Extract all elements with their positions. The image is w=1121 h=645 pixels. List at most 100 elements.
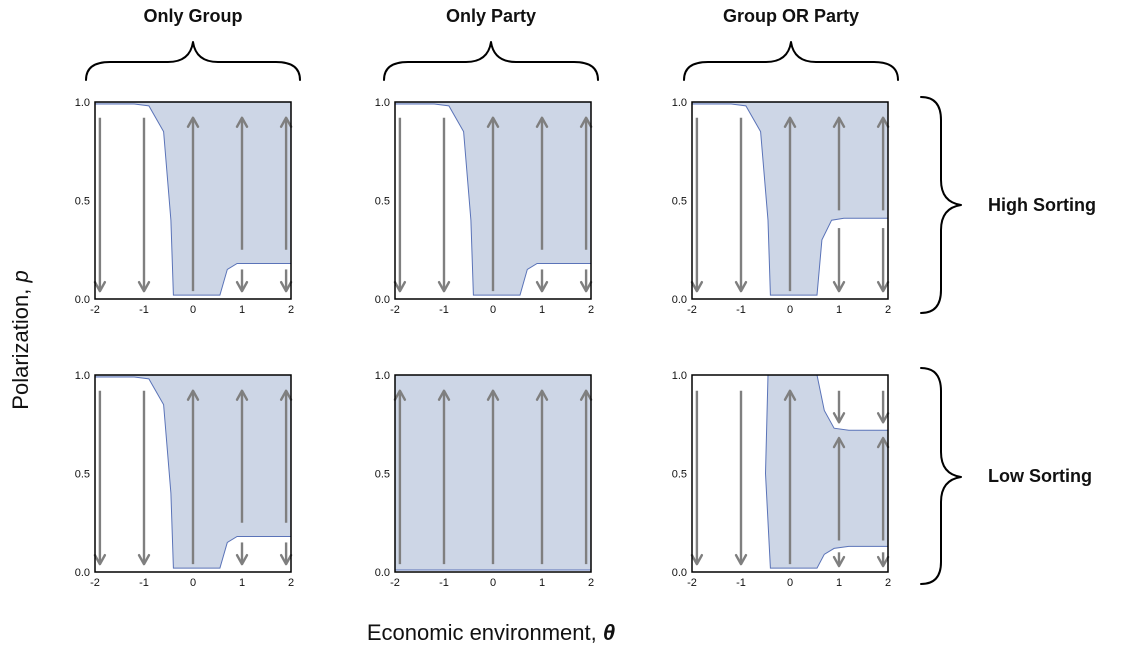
x-tick-label: 1 [539, 304, 545, 316]
flow-arrow [486, 116, 500, 292]
flow-arrow [93, 117, 107, 293]
y-tick-label: 1.0 [672, 97, 687, 109]
flow-arrow [137, 117, 151, 293]
row-label-high-sorting: High Sorting [988, 195, 1096, 215]
flow-arrow [186, 116, 200, 292]
flow-arrow [876, 228, 890, 293]
plot-frame [691, 101, 889, 300]
x-tick-label: 0 [490, 577, 496, 589]
flow-arrow [876, 436, 890, 541]
brace-only-group [85, 41, 301, 81]
flow-arrow [137, 390, 151, 566]
y-tick-label: 0.0 [672, 294, 687, 306]
y-tick-label: 0.5 [375, 196, 390, 208]
flow-arrow [235, 116, 249, 250]
column-headers: Only Group Only Party Group OR Party [144, 6, 860, 26]
flow-arrow [235, 269, 249, 293]
flow-arrow [690, 117, 704, 293]
y-tick-label: 0.0 [375, 294, 390, 306]
brace-high-sorting [920, 96, 962, 314]
column-header-only-group: Only Group [144, 6, 243, 26]
panel-only-party-low-sorting: -2 -1 0 1 2 0.0 0.5 1.0 [375, 370, 594, 589]
x-tick-label: 0 [490, 304, 496, 316]
y-tick-label: 1.0 [75, 97, 90, 109]
x-tick-label: -1 [736, 304, 746, 316]
panel-group-or-party-low-sorting: -2 -1 0 1 2 0.0 0.5 1.0 [672, 370, 891, 589]
y-tick-label: 1.0 [672, 370, 687, 382]
flow-arrow [393, 389, 407, 565]
y-axis-label: Polarization, p [8, 270, 33, 409]
flow-arrow [734, 117, 748, 293]
brace-only-party [383, 41, 599, 81]
x-tick-label: 2 [288, 304, 294, 316]
x-tick-label: 0 [787, 304, 793, 316]
y-tick-label: 0.5 [75, 469, 90, 481]
panel-only-party-high-sorting: -2 -1 0 1 2 0.0 0.5 1.0 [375, 97, 594, 316]
row-labels: High Sorting Low Sorting [988, 195, 1096, 486]
x-tick-label: -2 [687, 304, 697, 316]
x-tick-label: -2 [390, 304, 400, 316]
x-tick-label: -1 [139, 304, 149, 316]
flow-arrow [876, 552, 890, 568]
panels: -2 -1 0 1 2 0.0 0.5 1.0 -2 -1 0 1 2 0.0 0.5 1.0 -2 -1 0 1 2 0… [75, 97, 891, 589]
y-tick-label: 0.0 [672, 567, 687, 579]
basin-region [764, 374, 889, 569]
y-tick-label: 0.5 [375, 469, 390, 481]
y-tick-label: 1.0 [375, 97, 390, 109]
flow-arrow [535, 269, 549, 293]
flow-arrow [437, 389, 451, 565]
flow-arrow [579, 389, 593, 565]
plot-frame [94, 101, 292, 300]
x-tick-label: -1 [439, 304, 449, 316]
flow-arrow [579, 116, 593, 250]
flow-arrow [690, 390, 704, 566]
x-tick-label: 1 [239, 577, 245, 589]
x-tick-label: 1 [539, 577, 545, 589]
x-tick-label: 0 [787, 577, 793, 589]
flow-arrow [579, 269, 593, 293]
x-tick-label: -1 [736, 577, 746, 589]
flow-arrow [279, 542, 293, 566]
flow-arrow [783, 389, 797, 565]
x-tick-label: -2 [390, 577, 400, 589]
braces [85, 41, 962, 585]
brace-group-or-party [683, 41, 899, 81]
y-tick-label: 0.5 [75, 196, 90, 208]
x-tick-label: 1 [239, 304, 245, 316]
plot-frame [94, 374, 292, 573]
y-axis-symbol: p [8, 270, 33, 283]
flow-arrow [437, 117, 451, 293]
x-tick-label: -2 [90, 577, 100, 589]
flow-arrow [832, 116, 846, 211]
flow-arrow [393, 117, 407, 293]
x-axis-label: Economic environment, θ [367, 620, 615, 645]
column-header-only-party: Only Party [446, 6, 536, 26]
flow-arrow [783, 116, 797, 292]
flow-arrow [876, 116, 890, 211]
row-label-low-sorting: Low Sorting [988, 466, 1092, 486]
flow-arrow [832, 390, 846, 424]
panel-group-or-party-high-sorting: -2 -1 0 1 2 0.0 0.5 1.0 [672, 97, 891, 316]
y-tick-label: 1.0 [375, 370, 390, 382]
flow-arrow [876, 390, 890, 424]
x-tick-label: 2 [885, 577, 891, 589]
y-tick-label: 0.0 [75, 294, 90, 306]
flow-arrow [734, 390, 748, 566]
x-tick-label: 0 [190, 304, 196, 316]
x-tick-label: 2 [588, 577, 594, 589]
x-tick-label: 2 [288, 577, 294, 589]
flow-arrow [279, 269, 293, 293]
x-tick-label: -1 [439, 577, 449, 589]
x-tick-label: 2 [588, 304, 594, 316]
plot-frame [691, 374, 889, 573]
x-axis-symbol: θ [603, 620, 615, 645]
column-header-group-or-party: Group OR Party [723, 6, 859, 26]
flow-arrow [235, 389, 249, 523]
y-tick-label: 0.5 [672, 469, 687, 481]
x-tick-label: 0 [190, 577, 196, 589]
x-tick-label: 1 [836, 304, 842, 316]
flow-arrow [279, 389, 293, 523]
flow-arrow [486, 389, 500, 565]
x-tick-label: 2 [885, 304, 891, 316]
